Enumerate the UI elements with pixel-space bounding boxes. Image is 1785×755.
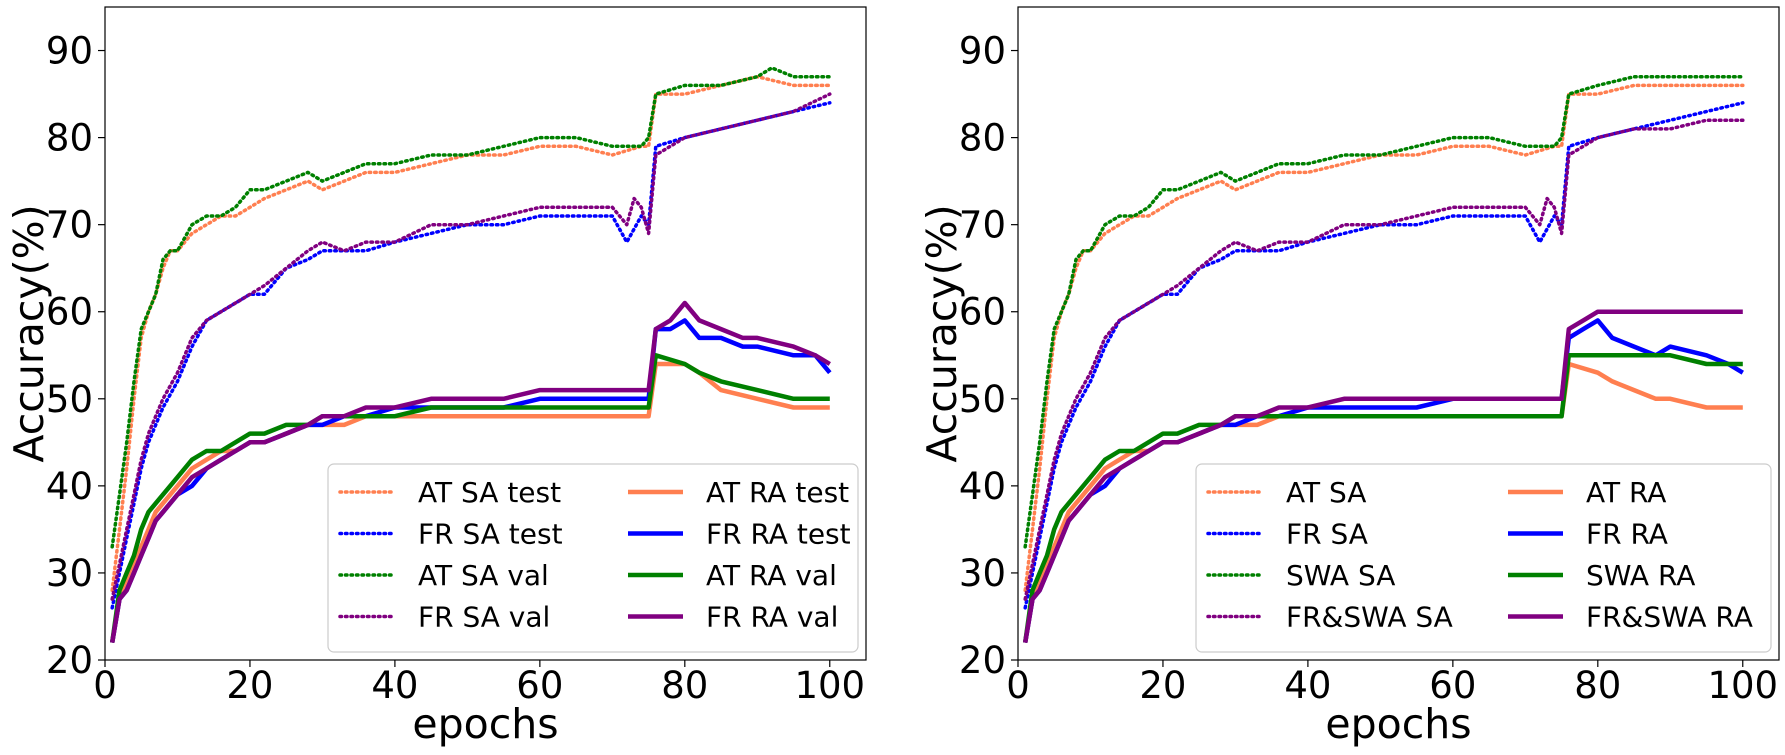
y-tick-label: 50	[46, 378, 93, 421]
x-tick-label: 60	[516, 664, 563, 707]
y-tick-label: 60	[959, 291, 1006, 334]
y-tick-label: 30	[959, 552, 1006, 595]
y-tick-label: 20	[46, 639, 93, 682]
legend-label: AT SA val	[418, 559, 549, 592]
legend-label: SWA SA	[1286, 559, 1395, 592]
x-axis-label: epochs	[412, 700, 558, 748]
x-axis-label: epochs	[1325, 700, 1471, 748]
legend-label: FR&SWA RA	[1586, 601, 1753, 634]
series-line-at-ra	[1022, 361, 1743, 643]
legend: AT SA FR SA SWA SA FR&SWA SA AT RA FR RA SWA R…	[1195, 463, 1772, 653]
legend-label: FR SA	[1286, 518, 1368, 551]
series-line-fr-sa-val	[110, 92, 832, 601]
left-chart-panel: 0 20 40 60 80 1002030405060708090epochsAccura…	[5, 6, 867, 748]
legend-label: AT SA	[1286, 476, 1366, 509]
y-tick-label: 70	[46, 204, 93, 247]
y-tick-label: 20	[959, 639, 1006, 682]
y-tick-label: 80	[959, 117, 1006, 160]
series-line-fr-swa-ra	[1022, 309, 1743, 643]
x-tick-label: 80	[661, 664, 708, 707]
y-tick-label: 90	[959, 30, 1006, 73]
legend-label: FR SA test	[418, 518, 563, 551]
y-axis-label: Accuracy(%)	[5, 204, 53, 462]
y-tick-label: 40	[46, 465, 93, 508]
legend-label: AT RA	[1586, 476, 1666, 509]
x-tick-label: 80	[1574, 664, 1621, 707]
series-line-at-sa-val	[110, 66, 832, 549]
x-tick-label: 20	[1139, 664, 1186, 707]
series-line-swa-sa	[1023, 74, 1745, 549]
x-tick-label: 20	[226, 664, 273, 707]
series-line-fr-swa-sa	[1023, 118, 1745, 601]
legend-box	[1195, 463, 1772, 653]
y-tick-label: 30	[46, 552, 93, 595]
x-tick-label: 40	[1284, 664, 1331, 707]
y-tick-label: 40	[959, 465, 1006, 508]
legend-label: AT RA val	[706, 559, 837, 592]
plot-frame	[1017, 6, 1780, 661]
right-chart-panel: 0 20 40 60 80 1002030405060708090epochsAccura…	[918, 6, 1780, 748]
series-line-at-ra-test	[109, 361, 830, 643]
legend-label: FR RA	[1586, 518, 1668, 551]
x-tick-label: 100	[794, 664, 865, 707]
x-tick-label: 0	[93, 664, 117, 707]
legend-label: AT SA test	[418, 476, 561, 509]
y-tick-label: 70	[959, 204, 1006, 247]
y-tick-label: 80	[46, 117, 93, 160]
y-axis-label: Accuracy(%)	[918, 204, 966, 462]
legend-label: SWA RA	[1586, 559, 1695, 592]
legend-label: AT RA test	[706, 476, 849, 509]
x-tick-label: 100	[1707, 664, 1778, 707]
x-tick-label: 40	[371, 664, 418, 707]
x-tick-label: 60	[1429, 664, 1476, 707]
legend-label: FR RA val	[706, 601, 838, 634]
y-tick-label: 60	[46, 291, 93, 334]
legend-label: FR RA test	[706, 518, 851, 551]
legend: AT SA test FR SA test AT SA val FR SA val AT…	[327, 463, 859, 653]
x-tick-label: 0	[1006, 664, 1030, 707]
plot-frame	[104, 6, 867, 661]
y-tick-label: 90	[46, 30, 93, 73]
legend-label: FR&SWA SA	[1286, 601, 1453, 634]
legend-label: FR SA val	[418, 601, 550, 634]
legend-box	[327, 463, 859, 653]
y-tick-label: 50	[959, 378, 1006, 421]
series-line-fr-ra-val	[109, 300, 831, 643]
